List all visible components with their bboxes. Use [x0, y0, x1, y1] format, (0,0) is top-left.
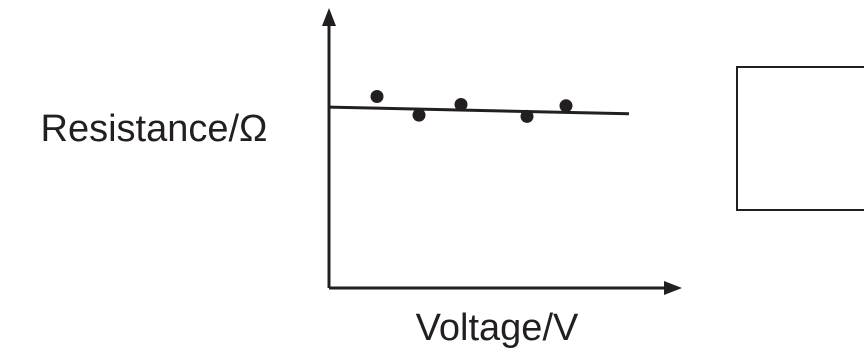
data-point-4: [520, 109, 534, 123]
plot-axes: [322, 8, 682, 295]
empty-box: [736, 66, 864, 211]
data-points-layer: [370, 89, 573, 123]
data-point-5: [559, 99, 573, 113]
data-point-3: [454, 97, 468, 111]
x-axis-title: Voltage/V: [416, 307, 579, 349]
y-axis-arrowhead: [322, 8, 336, 26]
x-axis-arrowhead: [664, 281, 682, 295]
fit-line-layer: [328, 105, 630, 116]
data-point-2: [412, 108, 426, 122]
data-point-1: [370, 89, 384, 103]
y-axis-title: Resistance/Ω: [41, 108, 268, 150]
best-fit-line: [328, 105, 630, 116]
